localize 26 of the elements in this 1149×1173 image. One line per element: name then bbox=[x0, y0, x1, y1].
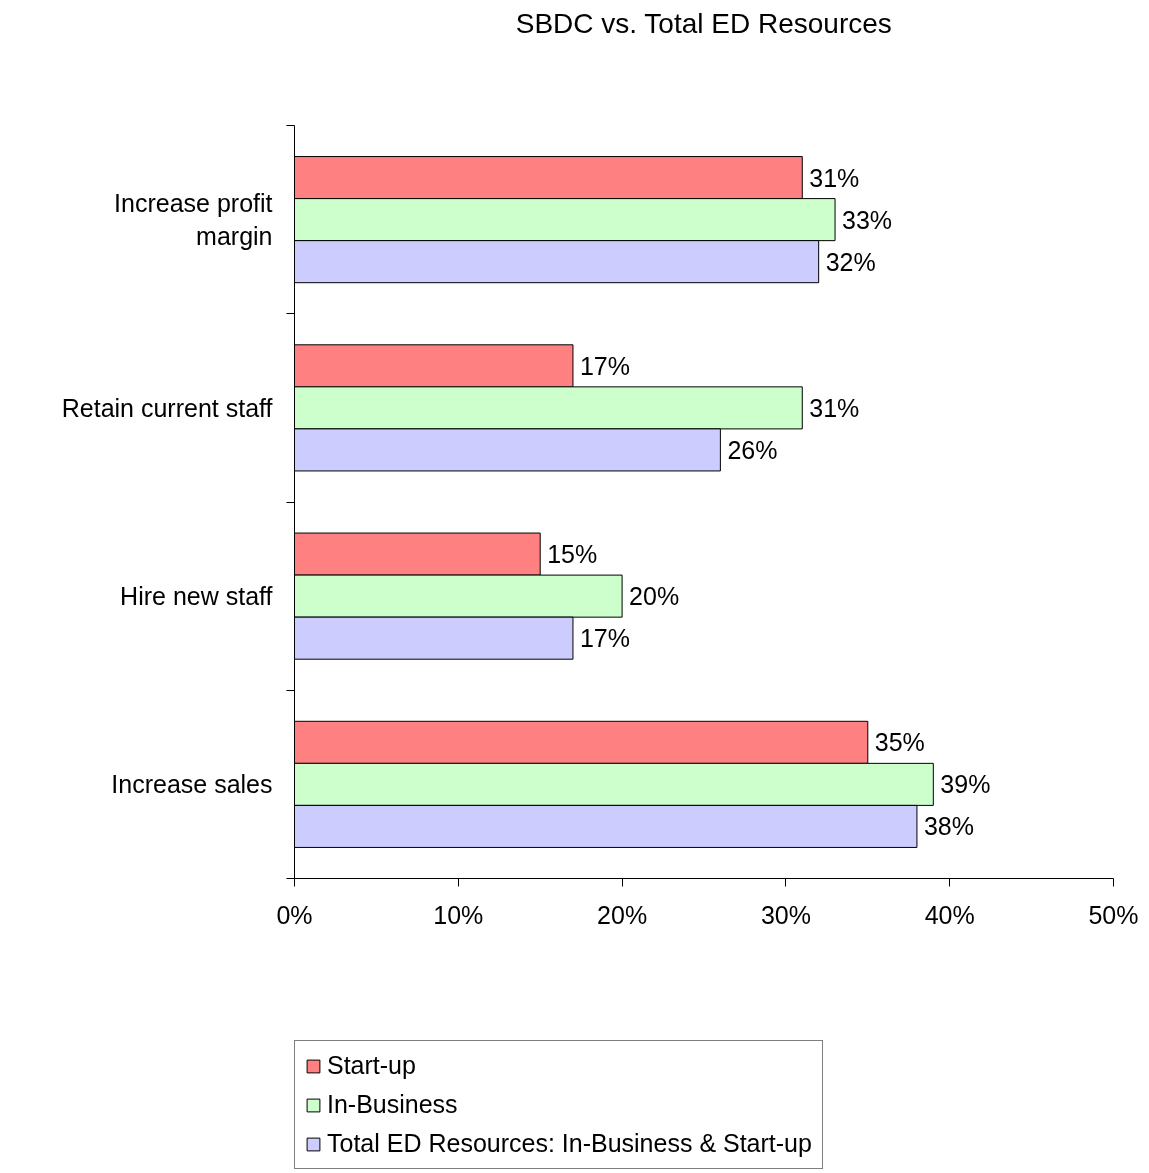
x-tick-label: 20% bbox=[597, 900, 648, 929]
data-label: 31% bbox=[809, 163, 860, 192]
data-label: 17% bbox=[579, 624, 631, 653]
data-label: 31% bbox=[809, 393, 860, 422]
legend-label: Total ED Resources: In-Business & Start-up bbox=[327, 1129, 812, 1158]
data-label: 17% bbox=[579, 351, 631, 380]
data-label: 26% bbox=[727, 435, 778, 464]
data-label: 35% bbox=[874, 728, 925, 757]
data-label: 33% bbox=[842, 205, 893, 234]
legend-label: Start-up bbox=[327, 1051, 416, 1080]
data-label: 15% bbox=[547, 540, 598, 569]
y-tick-label: Increase profit margin bbox=[114, 188, 273, 251]
x-tick-label: 10% bbox=[433, 900, 484, 929]
data-label: 32% bbox=[825, 247, 876, 276]
x-tick-label: 30% bbox=[760, 900, 811, 929]
chart-title: SBDC vs. Total ED Resources bbox=[515, 7, 892, 39]
data-label: 38% bbox=[923, 812, 974, 841]
y-tick-label: Hire new staff bbox=[120, 582, 273, 611]
x-tick-label: 50% bbox=[1088, 900, 1139, 929]
data-label: 39% bbox=[940, 770, 991, 799]
data-label: 20% bbox=[629, 582, 680, 611]
legend-label: In-Business bbox=[327, 1090, 458, 1119]
x-tick-label: 40% bbox=[924, 900, 975, 929]
x-tick-label: 0% bbox=[276, 900, 313, 929]
y-tick-label: Retain current staff bbox=[61, 393, 273, 422]
y-tick-label: Increase sales bbox=[111, 770, 273, 799]
